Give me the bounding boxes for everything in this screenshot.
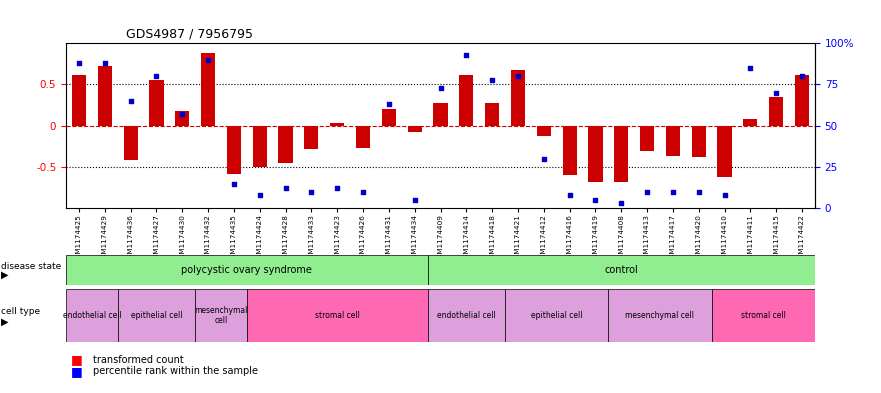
Bar xyxy=(589,126,603,182)
Bar xyxy=(247,289,427,342)
Bar xyxy=(769,97,783,126)
Bar xyxy=(433,103,448,126)
Point xyxy=(278,185,292,192)
Text: disease state: disease state xyxy=(1,262,61,271)
Bar xyxy=(356,126,370,148)
Point xyxy=(614,200,628,206)
Bar xyxy=(330,123,344,126)
Point xyxy=(356,189,370,195)
Point xyxy=(485,76,500,83)
Point xyxy=(381,101,396,107)
Point xyxy=(769,90,783,96)
Bar xyxy=(712,289,815,342)
Bar xyxy=(459,75,473,126)
Point xyxy=(175,111,189,118)
Bar xyxy=(537,126,551,136)
Text: stromal cell: stromal cell xyxy=(315,311,359,320)
Point xyxy=(98,60,112,66)
Point xyxy=(563,192,577,198)
Text: ▶: ▶ xyxy=(1,316,9,326)
Point xyxy=(717,192,731,198)
Bar xyxy=(381,109,396,126)
Point xyxy=(304,189,318,195)
Bar xyxy=(175,111,189,126)
Point xyxy=(666,189,680,195)
Point xyxy=(72,60,86,66)
Text: endothelial cell: endothelial cell xyxy=(437,311,496,320)
Bar xyxy=(562,126,577,175)
Bar xyxy=(511,70,525,126)
Text: percentile rank within the sample: percentile rank within the sample xyxy=(93,366,257,376)
Point xyxy=(795,73,809,79)
Point xyxy=(253,192,267,198)
Text: ■: ■ xyxy=(70,365,82,378)
Point xyxy=(330,185,344,192)
Point xyxy=(408,197,422,203)
Text: ■: ■ xyxy=(70,353,82,366)
Bar xyxy=(226,126,241,174)
Point xyxy=(744,65,758,71)
Bar xyxy=(278,126,292,163)
Text: cell type: cell type xyxy=(1,307,40,316)
Point xyxy=(511,73,525,79)
Bar xyxy=(485,103,500,126)
Point xyxy=(150,73,164,79)
Bar xyxy=(304,126,319,149)
Bar xyxy=(795,75,809,126)
Text: control: control xyxy=(604,265,638,275)
Bar xyxy=(614,126,628,182)
Bar xyxy=(72,75,86,126)
Point xyxy=(589,197,603,203)
Point xyxy=(537,156,551,162)
Bar xyxy=(118,289,196,342)
Text: mesenchymal
cell: mesenchymal cell xyxy=(195,306,248,325)
Text: mesenchymal cell: mesenchymal cell xyxy=(626,311,694,320)
Bar xyxy=(196,289,247,342)
Point xyxy=(433,84,448,91)
Point xyxy=(123,98,137,104)
Point xyxy=(459,51,473,58)
Bar xyxy=(66,255,427,285)
Text: stromal cell: stromal cell xyxy=(741,311,786,320)
Bar xyxy=(98,66,112,126)
Point xyxy=(692,189,706,195)
Bar xyxy=(505,289,609,342)
Point xyxy=(201,57,215,63)
Text: endothelial cell: endothelial cell xyxy=(63,311,122,320)
Bar xyxy=(640,126,655,151)
Text: epithelial cell: epithelial cell xyxy=(531,311,582,320)
Point xyxy=(227,180,241,187)
Bar xyxy=(666,126,680,156)
Text: polycystic ovary syndrome: polycystic ovary syndrome xyxy=(181,265,312,275)
Bar xyxy=(150,80,164,126)
Bar xyxy=(692,126,706,157)
Point xyxy=(640,189,654,195)
Bar xyxy=(609,289,712,342)
Bar xyxy=(427,255,815,285)
Text: GDS4987 / 7956795: GDS4987 / 7956795 xyxy=(126,28,253,40)
Bar xyxy=(123,126,137,160)
Bar xyxy=(253,126,267,167)
Bar xyxy=(744,119,758,126)
Bar xyxy=(717,126,731,177)
Text: epithelial cell: epithelial cell xyxy=(130,311,182,320)
Bar xyxy=(66,289,118,342)
Text: transformed count: transformed count xyxy=(93,354,183,365)
Bar xyxy=(201,53,215,126)
Bar xyxy=(408,126,422,132)
Text: ▶: ▶ xyxy=(1,270,9,280)
Bar xyxy=(427,289,505,342)
